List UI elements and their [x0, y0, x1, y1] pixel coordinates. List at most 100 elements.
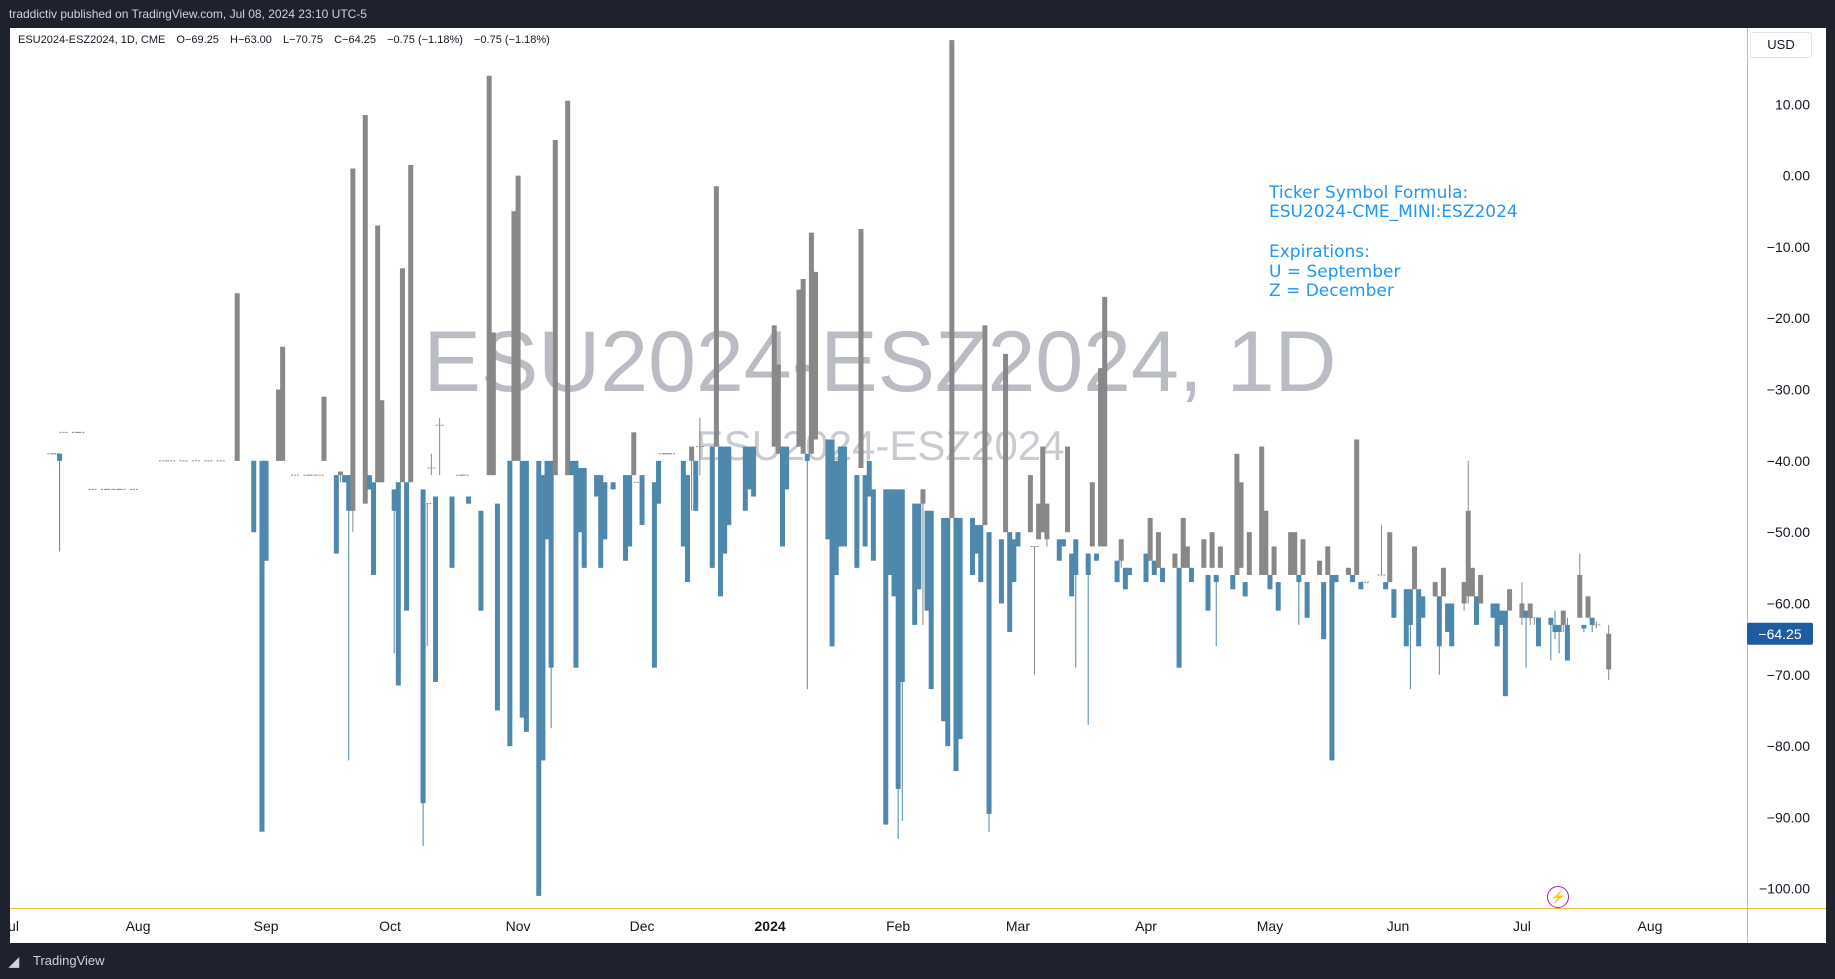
candle-body: [1085, 553, 1091, 575]
candle-body: [1416, 589, 1422, 647]
candle-body: [1449, 603, 1455, 647]
footer-bar: ◢ TradingView: [0, 943, 1835, 979]
candle-body: [1589, 617, 1595, 625]
candle-body: [928, 510, 934, 690]
candle-body: [1403, 589, 1409, 647]
candle-body: [1073, 539, 1079, 575]
y-tick-label: −100.00: [1759, 881, 1810, 897]
x-tick-label: Feb: [886, 918, 910, 934]
candle-body: [610, 482, 616, 490]
y-tick-label: −90.00: [1767, 809, 1810, 825]
candle-body: [1011, 539, 1017, 583]
x-tick-label: 2024: [755, 918, 786, 934]
candle-body: [1478, 574, 1484, 604]
candle-body: [1585, 596, 1591, 618]
candle-body: [1238, 482, 1244, 568]
candle-body: [548, 460, 554, 668]
candle-body: [825, 439, 831, 540]
candle-body: [1325, 546, 1331, 575]
candle-body: [713, 186, 719, 447]
chart-canvas[interactable]: ESU2024-ESZ2024, 1D ESU2024-ESZ2024 Ticker…: [10, 28, 1826, 943]
ohlc-open: O−69.25: [176, 34, 219, 46]
candle-body: [375, 225, 381, 483]
chart-panel[interactable]: ESU2024-ESZ2024, 1D ESU2024-ESZ2024 Ticker…: [10, 28, 1826, 943]
candle-body: [432, 496, 438, 682]
candle-body: [656, 460, 662, 504]
publish-info-bar: traddictiv published on TradingView.com,…: [0, 0, 1835, 28]
candle-body: [833, 460, 839, 575]
candle-body: [1036, 503, 1042, 540]
candle-body: [1246, 532, 1252, 575]
candle-body: [1151, 560, 1157, 575]
candle-body: [978, 525, 984, 583]
annotation-line-3: Expirations:: [1269, 242, 1370, 262]
candle-body: [1230, 574, 1236, 590]
candle-body: [1056, 539, 1062, 561]
candle-body: [1288, 532, 1294, 575]
candle-body: [466, 496, 472, 504]
y-tick-label: −80.00: [1767, 738, 1810, 754]
candle-body: [1490, 603, 1496, 618]
candle-body: [1217, 546, 1223, 568]
candle-body: [941, 517, 947, 722]
candle-body: [404, 482, 410, 611]
candle-body: [870, 489, 876, 561]
candle-body: [1205, 574, 1211, 611]
currency-button[interactable]: USD: [1750, 32, 1812, 58]
candle-body: [478, 510, 484, 611]
candle-body: [1114, 560, 1120, 583]
candle-body: [854, 475, 860, 568]
candle-body: [841, 446, 847, 547]
x-tick-label: Nov: [506, 918, 531, 934]
candle-body: [552, 139, 558, 476]
candle-body: [1102, 296, 1108, 547]
candle-body: [837, 446, 843, 547]
candle-body: [866, 460, 872, 497]
candle-body: [1391, 589, 1397, 618]
candle-body: [350, 168, 356, 511]
candle-body: [1188, 567, 1194, 583]
symbol-info[interactable]: ESU2024-ESZ2024, 1D, CME: [18, 34, 166, 46]
candle-body: [862, 475, 868, 547]
candle-body: [1383, 582, 1389, 590]
x-tick-label: Jul: [10, 918, 19, 934]
candle-body: [594, 475, 600, 497]
candle-body: [395, 482, 401, 686]
tradingview-logo-icon[interactable]: ◢: [9, 954, 19, 969]
y-tick-label: −10.00: [1767, 239, 1810, 255]
candle-body: [693, 460, 699, 511]
candle-body: [1329, 574, 1335, 761]
candle-body: [1345, 567, 1351, 575]
candle-body: [1213, 574, 1219, 583]
candle-body: [924, 510, 930, 611]
candle-body: [651, 482, 657, 668]
candle-body: [1160, 567, 1166, 583]
candle-body: [970, 517, 976, 575]
price-change: −0.75 (−1.18%): [387, 34, 463, 46]
y-tick-label: 10.00: [1775, 96, 1810, 112]
lightning-bolt-icon[interactable]: ⚡: [1547, 886, 1569, 908]
candle-body: [746, 446, 752, 490]
y-tick-label: −50.00: [1767, 524, 1810, 540]
candle-body: [1007, 532, 1013, 633]
y-tick-label: −20.00: [1767, 310, 1810, 326]
candle-body: [982, 325, 988, 526]
candle-body: [1358, 582, 1364, 590]
candle-body: [573, 460, 579, 668]
candle-body: [602, 482, 608, 540]
candle-body: [544, 460, 550, 540]
candle-body: [1003, 353, 1009, 533]
candle-body: [1436, 596, 1442, 647]
candle-body: [1535, 617, 1541, 647]
candle-body: [1304, 582, 1310, 618]
candle-body: [771, 325, 777, 447]
y-tick-label: −60.00: [1767, 595, 1810, 611]
candle-body: [1201, 539, 1207, 568]
tradingview-brand[interactable]: TradingView: [33, 953, 105, 968]
candle-body: [945, 517, 951, 747]
candle-body: [986, 532, 992, 814]
candle-body: [784, 446, 790, 490]
candle-body: [276, 389, 282, 461]
ohlc-close: C−64.25: [334, 34, 377, 46]
candle-body: [420, 489, 426, 804]
